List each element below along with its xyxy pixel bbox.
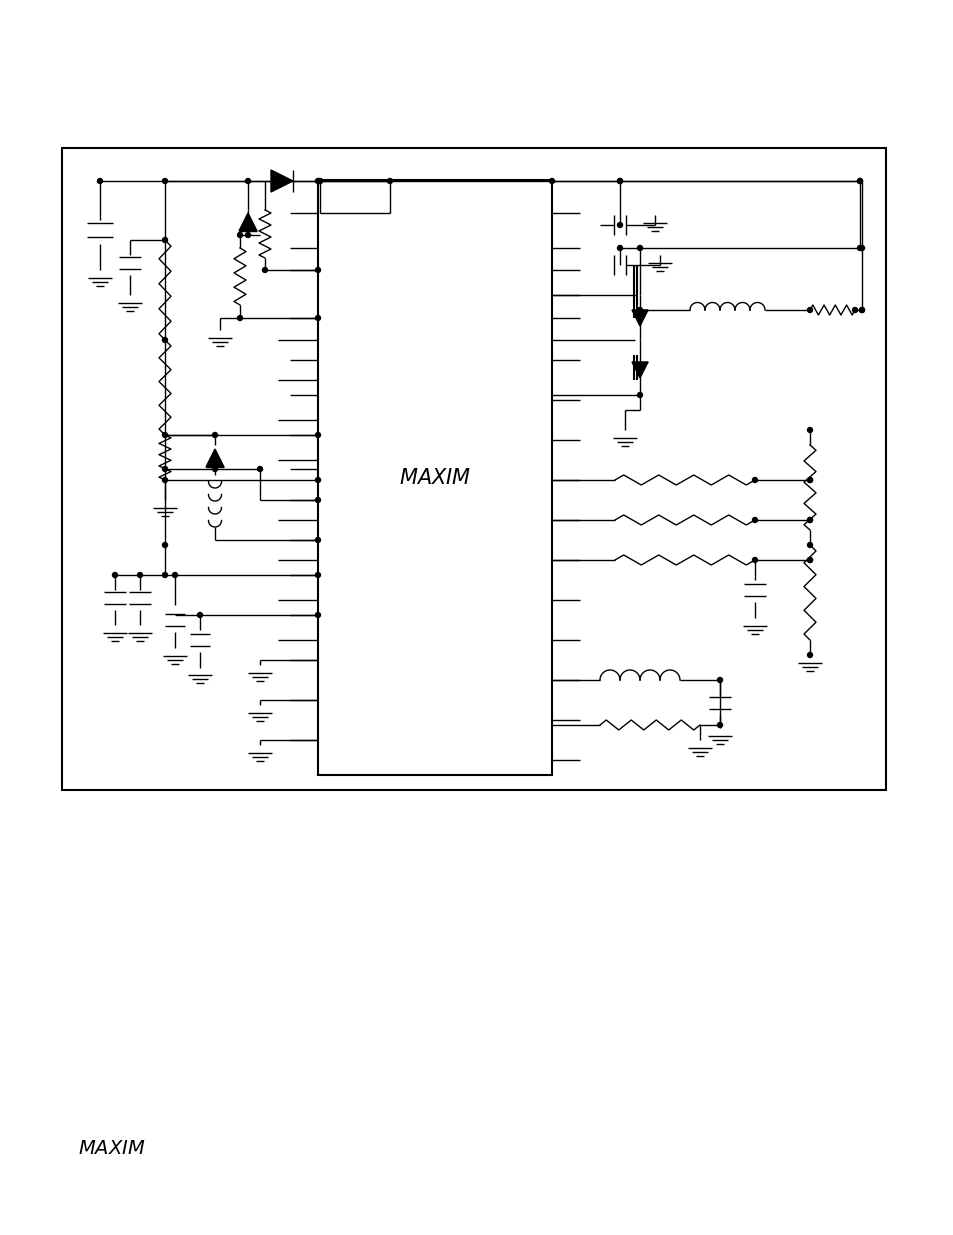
Bar (317, 180, 552, 776)
Circle shape (315, 478, 320, 483)
Circle shape (315, 268, 320, 273)
Circle shape (162, 467, 168, 472)
Circle shape (717, 722, 721, 727)
Circle shape (257, 467, 262, 472)
Circle shape (137, 573, 142, 578)
Circle shape (315, 573, 320, 578)
Circle shape (162, 237, 168, 242)
Circle shape (617, 222, 622, 227)
Circle shape (806, 557, 812, 562)
Polygon shape (631, 362, 647, 378)
Circle shape (245, 232, 251, 237)
Circle shape (315, 537, 320, 542)
Circle shape (617, 246, 622, 251)
Circle shape (617, 179, 622, 184)
Circle shape (806, 478, 812, 483)
Circle shape (549, 179, 554, 184)
Circle shape (162, 542, 168, 547)
Circle shape (752, 557, 757, 562)
Circle shape (852, 308, 857, 312)
Polygon shape (206, 450, 224, 467)
Text: $\it{MAXIM}$: $\it{MAXIM}$ (78, 1139, 146, 1157)
Circle shape (172, 573, 177, 578)
Circle shape (162, 432, 168, 437)
Circle shape (859, 308, 863, 312)
Circle shape (245, 179, 251, 184)
Circle shape (859, 246, 863, 251)
Circle shape (387, 179, 392, 184)
Circle shape (162, 478, 168, 483)
Circle shape (315, 498, 320, 503)
Circle shape (857, 179, 862, 184)
Circle shape (315, 179, 320, 184)
Circle shape (162, 573, 168, 578)
Circle shape (857, 246, 862, 251)
Circle shape (806, 557, 812, 562)
Circle shape (237, 232, 242, 237)
Circle shape (752, 517, 757, 522)
Circle shape (806, 652, 812, 657)
Circle shape (857, 179, 862, 184)
Circle shape (806, 542, 812, 547)
Circle shape (162, 179, 168, 184)
Circle shape (317, 179, 322, 184)
Circle shape (806, 478, 812, 483)
Circle shape (213, 432, 217, 437)
Circle shape (717, 678, 721, 683)
Circle shape (859, 308, 863, 312)
Circle shape (112, 573, 117, 578)
Circle shape (806, 517, 812, 522)
Circle shape (806, 308, 812, 312)
Circle shape (262, 268, 267, 273)
Polygon shape (631, 310, 647, 326)
Circle shape (806, 427, 812, 432)
Circle shape (806, 517, 812, 522)
Circle shape (237, 315, 242, 321)
Circle shape (97, 179, 102, 184)
Circle shape (315, 432, 320, 437)
Circle shape (637, 393, 641, 398)
Circle shape (637, 246, 641, 251)
Circle shape (213, 467, 217, 472)
Text: $\it{MAXIM}$: $\it{MAXIM}$ (398, 468, 471, 488)
Circle shape (617, 179, 622, 184)
Circle shape (315, 315, 320, 321)
Polygon shape (239, 212, 256, 231)
Circle shape (637, 308, 641, 312)
Circle shape (162, 337, 168, 342)
Circle shape (752, 478, 757, 483)
Circle shape (317, 179, 322, 184)
Circle shape (197, 613, 202, 618)
Bar (62, 148, 885, 790)
Polygon shape (271, 170, 293, 191)
Circle shape (315, 613, 320, 618)
